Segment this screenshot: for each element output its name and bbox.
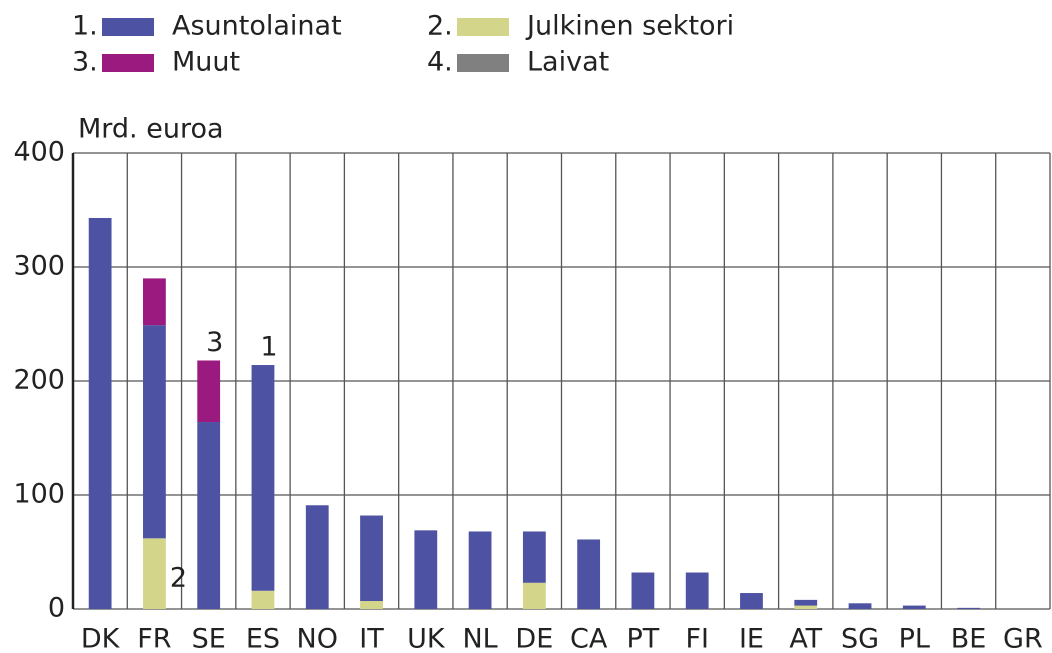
legend-label: Julkinen sektori bbox=[525, 11, 734, 42]
x-tick-label: UK bbox=[407, 624, 446, 653]
legend-label: Laivat bbox=[527, 47, 609, 78]
legend-marker: 3. bbox=[72, 47, 98, 78]
bar-segment bbox=[902, 605, 926, 609]
bar-segment bbox=[631, 572, 655, 609]
y-tick-label: 200 bbox=[13, 365, 65, 396]
x-tick-label: CA bbox=[570, 624, 608, 653]
x-tick-label: PL bbox=[899, 624, 930, 653]
annotation: 2 bbox=[170, 563, 187, 594]
bar-segment bbox=[414, 530, 438, 609]
x-tick-label: BE bbox=[951, 624, 987, 653]
annotation: 1 bbox=[260, 332, 277, 363]
x-tick-label: ES bbox=[246, 624, 280, 653]
x-tick-label: SE bbox=[192, 624, 226, 653]
legend-marker: 4. bbox=[427, 47, 453, 78]
bar-segment bbox=[88, 217, 112, 610]
bar-segment bbox=[522, 531, 546, 583]
x-tick-label: IT bbox=[359, 624, 384, 653]
bar-segment bbox=[251, 590, 275, 609]
legend-swatch bbox=[102, 18, 154, 36]
bar-segment bbox=[794, 605, 818, 609]
bar-segment bbox=[143, 325, 166, 539]
bar-segment bbox=[685, 572, 709, 609]
y-tick-label: 0 bbox=[48, 593, 65, 624]
legend-swatch bbox=[102, 54, 154, 72]
x-tick-label: NO bbox=[297, 624, 338, 653]
x-tick-label: FI bbox=[685, 624, 709, 653]
y-tick-label: 400 bbox=[13, 137, 65, 168]
x-tick-label: AT bbox=[789, 624, 822, 653]
y-tick-label: 100 bbox=[13, 479, 65, 510]
bar-segment bbox=[522, 582, 546, 609]
bar-segment bbox=[143, 538, 166, 609]
x-tick-label: GR bbox=[1003, 624, 1043, 653]
bar-segment bbox=[197, 422, 221, 609]
x-tick-label: IE bbox=[739, 624, 764, 653]
bar-segment bbox=[360, 601, 383, 609]
bar-segment bbox=[848, 603, 872, 609]
bar-segment bbox=[360, 515, 383, 602]
legend-swatch bbox=[457, 54, 509, 72]
bar-segment bbox=[143, 278, 166, 326]
x-tick-label: FR bbox=[137, 624, 171, 653]
x-tick-label: NL bbox=[462, 624, 497, 653]
bar-segment bbox=[740, 593, 763, 609]
bar-segment bbox=[577, 539, 601, 609]
x-tick-label: SG bbox=[841, 624, 879, 653]
x-tick-label: PT bbox=[627, 624, 660, 653]
legend-marker: 2. bbox=[427, 11, 453, 42]
x-tick-label: DE bbox=[515, 624, 553, 653]
legend-swatch bbox=[457, 18, 509, 36]
legend-marker: 1. bbox=[72, 11, 98, 42]
bar-segment bbox=[197, 360, 221, 423]
bar-segment bbox=[251, 365, 275, 591]
bar-segment bbox=[468, 531, 492, 609]
y-tick-label: 300 bbox=[13, 251, 65, 282]
y-axis-label: Mrd. euroa bbox=[78, 114, 224, 145]
legend-label: Muut bbox=[172, 47, 240, 78]
bar-segment bbox=[305, 505, 329, 609]
annotation: 3 bbox=[206, 327, 223, 358]
x-tick-label: DK bbox=[81, 624, 121, 653]
bar-segment bbox=[957, 607, 980, 609]
bar-segment bbox=[794, 599, 818, 606]
legend-label: Asuntolainat bbox=[172, 11, 342, 42]
